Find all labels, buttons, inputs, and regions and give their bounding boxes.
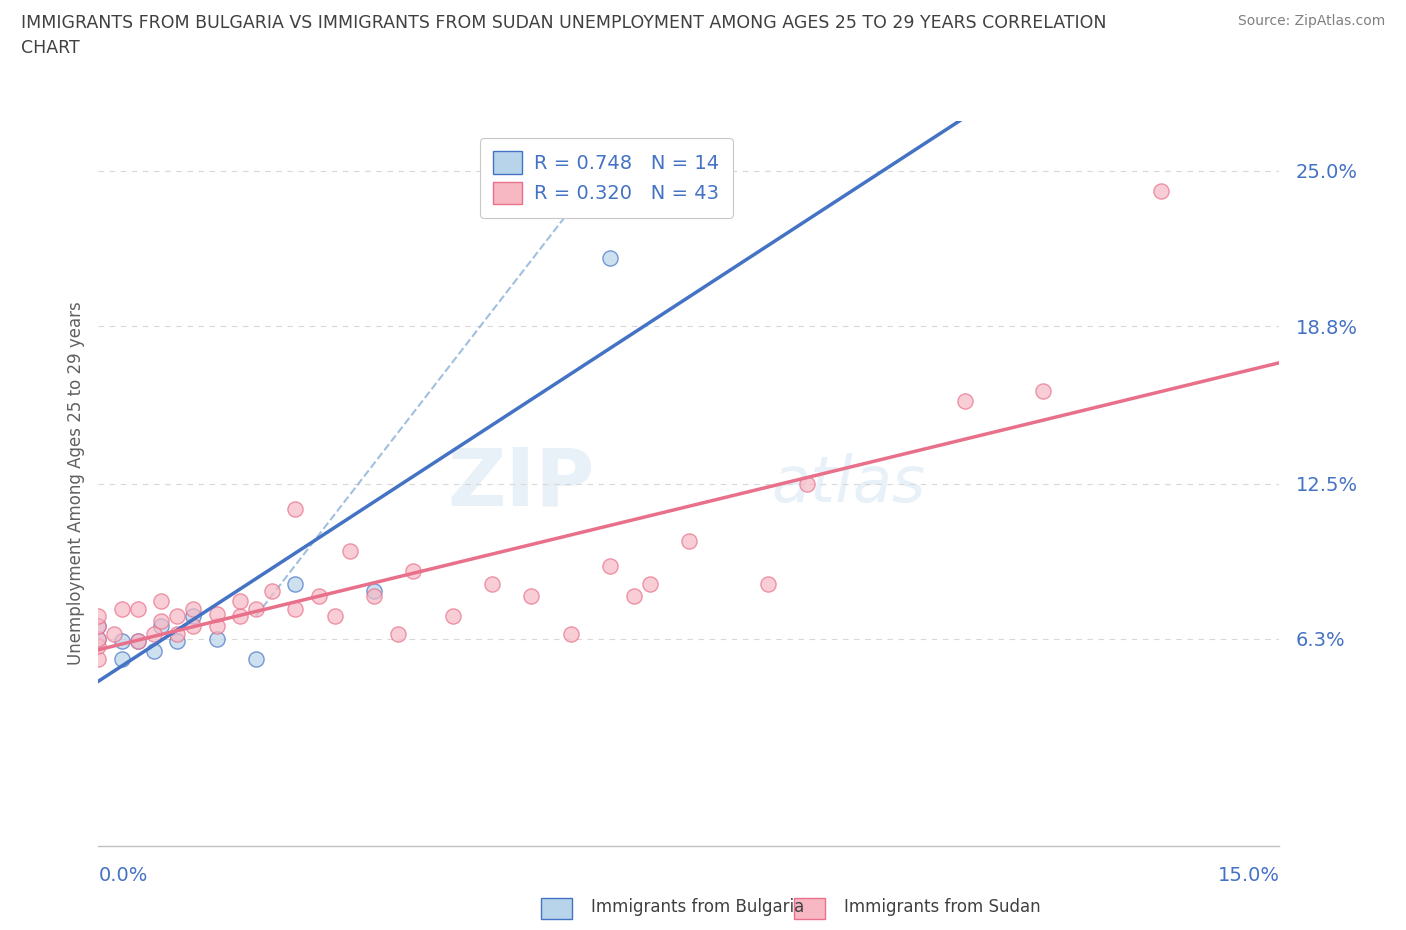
Point: [87, 618, 110, 633]
Point: [323, 609, 346, 624]
Point: [127, 601, 149, 616]
Point: [181, 609, 204, 624]
Point: [150, 614, 173, 629]
Point: [796, 476, 818, 491]
Point: [363, 584, 385, 599]
Point: [284, 577, 307, 591]
Text: IMMIGRANTS FROM BULGARIA VS IMMIGRANTS FROM SUDAN UNEMPLOYMENT AMONG AGES 25 TO : IMMIGRANTS FROM BULGARIA VS IMMIGRANTS F…: [21, 14, 1107, 57]
Point: [205, 631, 228, 646]
Point: [205, 606, 228, 621]
Point: [520, 589, 543, 604]
Point: [111, 651, 134, 666]
Point: [142, 644, 165, 658]
FancyBboxPatch shape: [541, 898, 572, 919]
Point: [441, 609, 464, 624]
Point: [87, 631, 110, 646]
Point: [150, 593, 173, 608]
Text: Immigrants from Bulgaria: Immigrants from Bulgaria: [591, 897, 804, 916]
Point: [127, 633, 149, 648]
Point: [1032, 383, 1054, 398]
Point: [87, 609, 110, 624]
Point: [103, 626, 125, 641]
Point: [87, 631, 110, 646]
Text: 0.0%: 0.0%: [98, 867, 148, 885]
Point: [308, 589, 330, 604]
Point: [111, 601, 134, 616]
Point: [1150, 183, 1173, 198]
Point: [205, 618, 228, 633]
FancyBboxPatch shape: [794, 898, 825, 919]
Point: [166, 626, 188, 641]
Point: [953, 393, 976, 408]
Legend: R = 0.748   N = 14, R = 0.320   N = 43: R = 0.748 N = 14, R = 0.320 N = 43: [479, 138, 733, 218]
Point: [678, 534, 700, 549]
Point: [150, 618, 173, 633]
Point: [387, 626, 409, 641]
Text: ZIP: ZIP: [447, 445, 595, 523]
Point: [229, 593, 252, 608]
Point: [181, 601, 204, 616]
Point: [142, 626, 165, 641]
Point: [127, 633, 149, 648]
Point: [166, 633, 188, 648]
Text: atlas: atlas: [772, 453, 927, 514]
Y-axis label: Unemployment Among Ages 25 to 29 years: Unemployment Among Ages 25 to 29 years: [66, 301, 84, 666]
Point: [229, 609, 252, 624]
Point: [481, 577, 503, 591]
Point: [166, 609, 188, 624]
Point: [87, 618, 110, 633]
Point: [402, 564, 425, 578]
Text: Source: ZipAtlas.com: Source: ZipAtlas.com: [1237, 14, 1385, 28]
Point: [87, 651, 110, 666]
Point: [560, 626, 582, 641]
Text: Immigrants from Sudan: Immigrants from Sudan: [844, 897, 1040, 916]
Text: 15.0%: 15.0%: [1218, 867, 1279, 885]
Point: [638, 577, 661, 591]
Point: [87, 639, 110, 654]
Point: [623, 589, 645, 604]
Point: [363, 589, 385, 604]
Point: [245, 601, 267, 616]
Point: [181, 618, 204, 633]
Point: [599, 559, 621, 574]
Point: [599, 251, 621, 266]
Point: [284, 601, 307, 616]
Point: [111, 633, 134, 648]
Point: [756, 577, 779, 591]
Point: [245, 651, 267, 666]
Point: [339, 544, 361, 559]
Point: [284, 501, 307, 516]
Point: [260, 584, 283, 599]
